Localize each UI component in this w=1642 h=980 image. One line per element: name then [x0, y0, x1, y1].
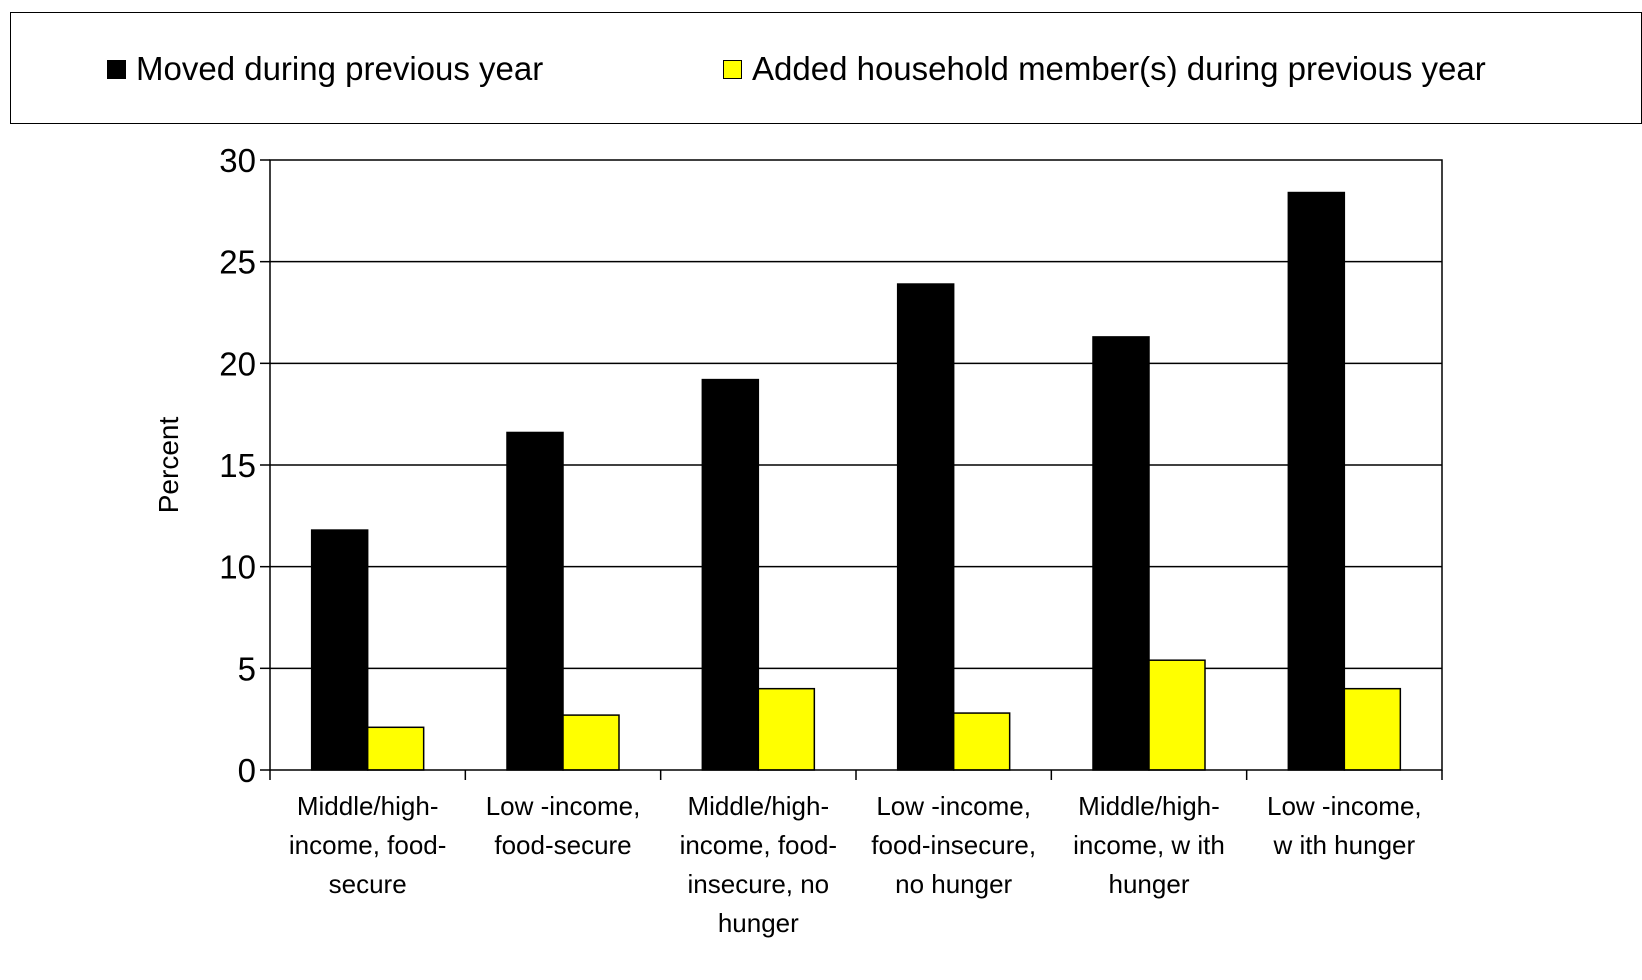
x-tick-label-1-line-2: income, food- — [289, 830, 447, 860]
bars — [310, 191, 1402, 771]
y-tick-label-5: 5 — [238, 650, 256, 687]
bar-s1-c1 — [310, 529, 369, 771]
bar-s2-c2 — [562, 714, 620, 771]
x-tick-label-5-line-3: hunger — [1109, 869, 1190, 899]
legend-item-moved: Moved during previous year — [107, 13, 543, 125]
y-tick-labels: 0 5 10 15 20 25 30 — [219, 142, 256, 789]
bar-s2-c6 — [1343, 687, 1402, 771]
bar-s1-c5 — [1092, 336, 1150, 771]
y-tick-label-15: 15 — [219, 447, 256, 484]
x-tick-label-5-line-2: income, w ith — [1073, 830, 1225, 860]
legend-item-added: Added household member(s) during previou… — [723, 13, 1486, 125]
y-tick-label-25: 25 — [219, 244, 256, 281]
x-tick-label-4-line-3: no hunger — [895, 869, 1012, 899]
bar-s2-c3 — [757, 687, 816, 771]
legend-label-moved: Moved during previous year — [136, 50, 544, 87]
legend-swatch-added — [723, 59, 742, 79]
axes — [260, 159, 1443, 780]
y-tick-label-20: 20 — [219, 345, 256, 382]
x-tick-label-3: Middle/high-income, food-insecure, no hun… — [680, 791, 838, 938]
x-tick-label-3-line-4: hunger — [718, 908, 799, 938]
legend-swatch-moved — [107, 59, 126, 79]
y-axis-label: Percent — [153, 417, 184, 514]
y-tick-label-10: 10 — [219, 549, 256, 586]
x-tick-labels: Middle/high-income, food-secure Low -inco… — [289, 791, 1422, 938]
x-tick-label-3-line-1: Middle/high- — [688, 791, 830, 821]
bar-s2-c4 — [952, 712, 1011, 771]
bar-s1-c3 — [701, 378, 760, 771]
x-tick-label-6-line-1: Low -income, — [1267, 791, 1422, 821]
x-tick-label-6-line-2: w ith hunger — [1273, 830, 1416, 860]
bar-s1-c2 — [506, 431, 564, 771]
x-tick-label-2-line-1: Low -income, — [486, 791, 641, 821]
bar-s2-c5 — [1148, 659, 1206, 771]
x-tick-label-5-line-1: Middle/high- — [1078, 791, 1220, 821]
x-tick-label-6: Low -income, w ith hunger — [1267, 791, 1422, 860]
gridlines — [270, 260, 1442, 670]
x-tick-label-1-line-3: secure — [329, 869, 407, 899]
y-tick-label-0: 0 — [238, 752, 256, 789]
x-tick-label-2: Low -income, food-secure — [486, 791, 641, 860]
bar-s2-c1 — [366, 726, 425, 771]
x-tick-label-1-line-1: Middle/high- — [297, 791, 439, 821]
x-tick-label-2-line-2: food-secure — [494, 830, 631, 860]
x-tick-label-4-line-2: food-insecure, — [871, 830, 1036, 860]
legend-label-added: Added household member(s) during previou… — [752, 50, 1486, 87]
legend: Moved during previous year Added househo… — [10, 12, 1642, 124]
x-tick-label-4: Low -income, food-insecure, no hunger — [871, 791, 1036, 899]
bar-s1-c6 — [1287, 191, 1346, 771]
x-tick-label-3-line-2: income, food- — [680, 830, 838, 860]
x-tick-label-4-line-1: Low -income, — [876, 791, 1031, 821]
x-tick-label-3-line-3: insecure, no — [688, 869, 830, 899]
bar-s1-c4 — [896, 283, 955, 771]
x-tick-label-5: Middle/high-income, w ith hunger — [1073, 791, 1225, 899]
x-tick-label-1: Middle/high-income, food-secure — [289, 791, 447, 899]
y-tick-label-30: 30 — [219, 142, 256, 179]
